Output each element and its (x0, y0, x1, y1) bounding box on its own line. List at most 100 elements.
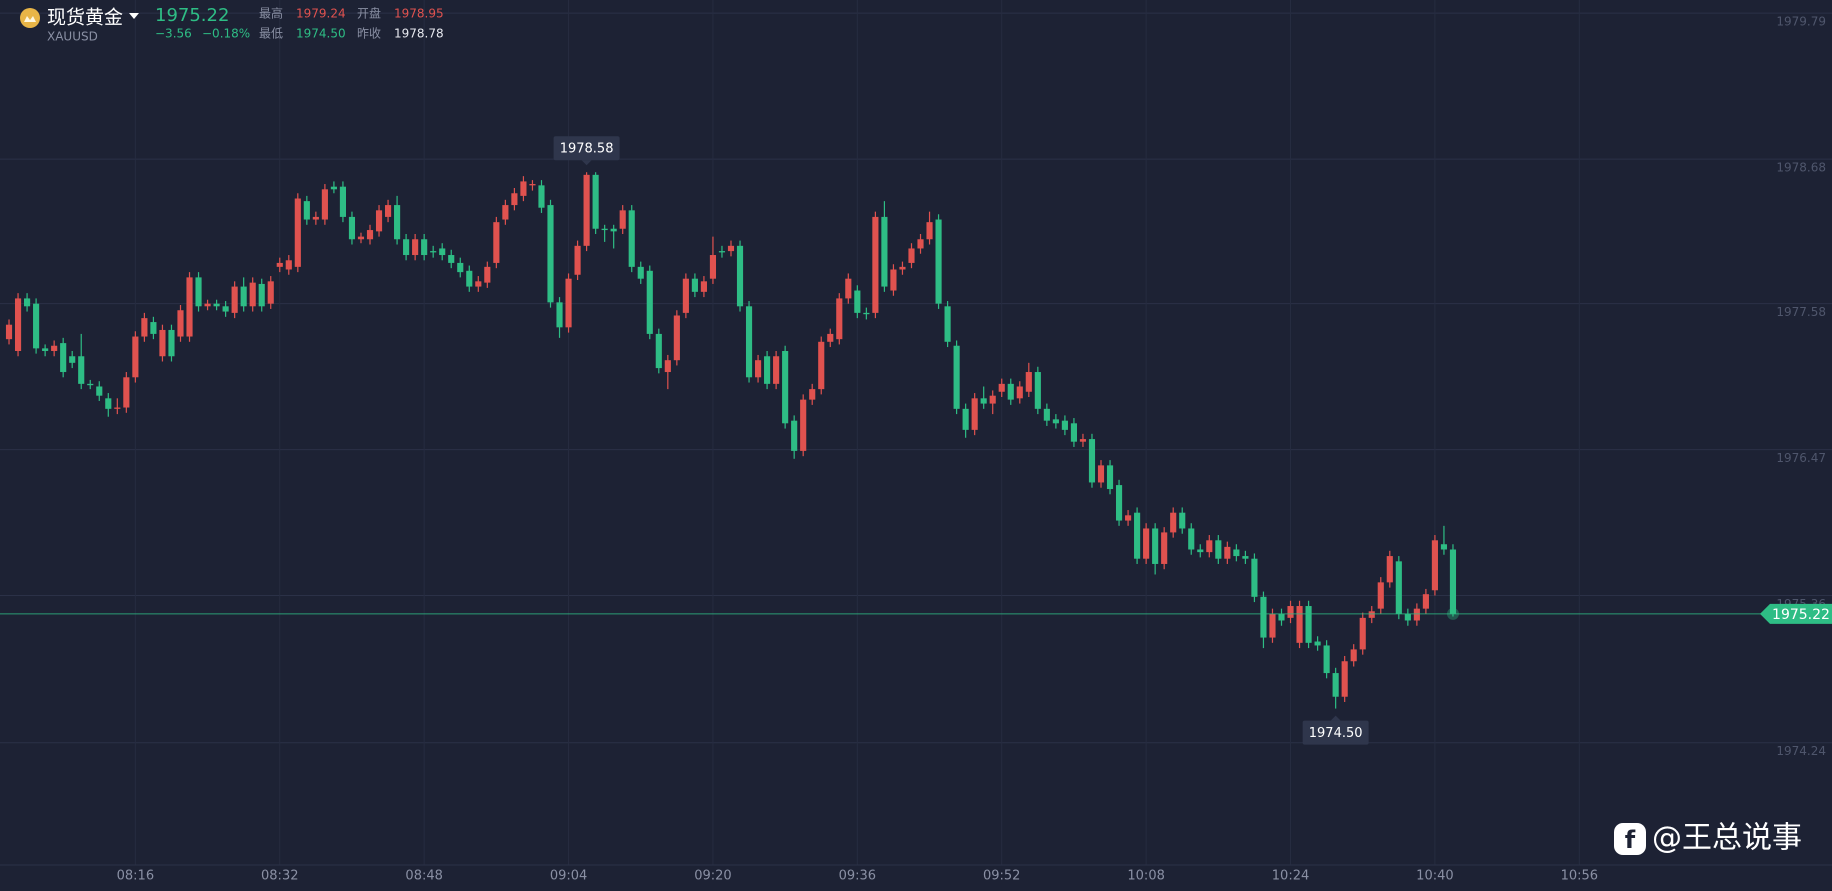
candle-body (1179, 512, 1186, 529)
candle-body (953, 345, 960, 409)
candle-body (1269, 613, 1276, 638)
candle-body (285, 260, 292, 270)
candle-body (339, 186, 347, 217)
x-tick-label: 09:20 (694, 869, 731, 884)
candle-body (682, 278, 689, 313)
candle-body (493, 222, 500, 263)
candle-body (1278, 613, 1285, 621)
candle-body (592, 174, 599, 229)
candle-body (1170, 512, 1177, 533)
candle-body (1197, 549, 1204, 553)
candle-body (421, 239, 428, 256)
candle-body (5, 324, 13, 340)
annotation-label: 1978.58 (560, 142, 614, 157)
candle-body (1233, 549, 1240, 557)
candle-body (51, 345, 58, 351)
y-tick-label: 1974.24 (1776, 744, 1826, 758)
candle-body (168, 329, 175, 357)
instrument-name: 现货黄金 (47, 7, 123, 29)
change: −3.56 (155, 27, 192, 41)
gold-icon-mark (24, 16, 36, 22)
candle-body (60, 343, 67, 373)
candle-body (989, 395, 996, 404)
change-percent: −0.18% (202, 27, 250, 41)
candle-body (601, 228, 608, 231)
candle-body (222, 306, 229, 312)
x-tick-label: 09:36 (839, 869, 876, 884)
candle-body (1043, 408, 1050, 421)
candle-body (773, 356, 780, 384)
candle-body (394, 205, 401, 240)
candle-body (1341, 661, 1348, 697)
symbol: XAUUSD (47, 30, 98, 44)
candle-body (998, 383, 1005, 392)
candle-body (845, 278, 852, 299)
candle-body (574, 245, 581, 275)
candle-body (87, 383, 94, 386)
candle-body (132, 336, 139, 378)
stat-label: 最低 (259, 27, 283, 41)
stat-value: 1974.50 (296, 27, 346, 41)
last-price-glow (1446, 607, 1459, 620)
candle-body (727, 245, 735, 252)
candle-body (854, 290, 861, 313)
candle-body (177, 310, 184, 337)
candle-body (908, 248, 915, 263)
candle-body (827, 333, 834, 342)
y-tick-label: 1978.68 (1776, 161, 1826, 175)
annotation-label: 1974.50 (1309, 726, 1363, 741)
candle-body (150, 322, 157, 334)
x-tick-label: 09:52 (983, 869, 1020, 884)
x-tick-label: 10:56 (1561, 869, 1598, 884)
candle-body (791, 420, 798, 451)
y-tick-label: 1979.79 (1776, 15, 1826, 29)
annotation-box (553, 136, 620, 161)
candle-body (809, 389, 816, 400)
candle-body (330, 186, 337, 190)
candle-body (736, 245, 744, 307)
candle-body (1287, 606, 1294, 618)
candle-body (971, 398, 978, 430)
candle-body (1242, 556, 1249, 559)
x-tick-label: 10:40 (1416, 869, 1453, 884)
candle-body (1431, 540, 1438, 591)
candle-body (980, 398, 987, 404)
candle-body (1296, 606, 1303, 643)
x-tick-label: 08:16 (117, 869, 154, 884)
candle-body (944, 306, 951, 342)
candle-body (42, 348, 49, 351)
candle-body (863, 312, 870, 315)
candle-body (276, 262, 283, 267)
candle-body (1323, 645, 1330, 674)
dropdown-caret[interactable] (129, 13, 139, 19)
candle-body (1386, 556, 1393, 583)
candle-body (691, 278, 698, 292)
candle-body (204, 303, 211, 307)
candle-body (745, 306, 753, 378)
candle-body (141, 318, 148, 337)
candle-body (439, 248, 446, 256)
candle-body (412, 239, 419, 256)
candle-body (357, 236, 365, 240)
candle-body (294, 198, 301, 267)
x-tick-label: 09:04 (550, 869, 587, 884)
watermark: @王总说事 (1652, 821, 1802, 856)
candle-body (709, 255, 717, 279)
candle-body (475, 281, 482, 287)
candle-body (240, 286, 247, 307)
candle-body (466, 270, 473, 287)
candle-body (1404, 613, 1411, 621)
candle-body (312, 216, 319, 220)
annotation-pointer (581, 160, 592, 166)
x-tick-label: 10:08 (1127, 869, 1164, 884)
candle-body (718, 251, 726, 253)
annotation-pointer (1330, 715, 1341, 721)
candle-body (69, 356, 76, 363)
watermark-logo (1614, 823, 1646, 855)
candle-body (1143, 528, 1150, 559)
stat-value: 1978.78 (394, 27, 444, 41)
candle-body (1359, 617, 1366, 650)
y-tick-label: 1977.58 (1776, 305, 1826, 319)
